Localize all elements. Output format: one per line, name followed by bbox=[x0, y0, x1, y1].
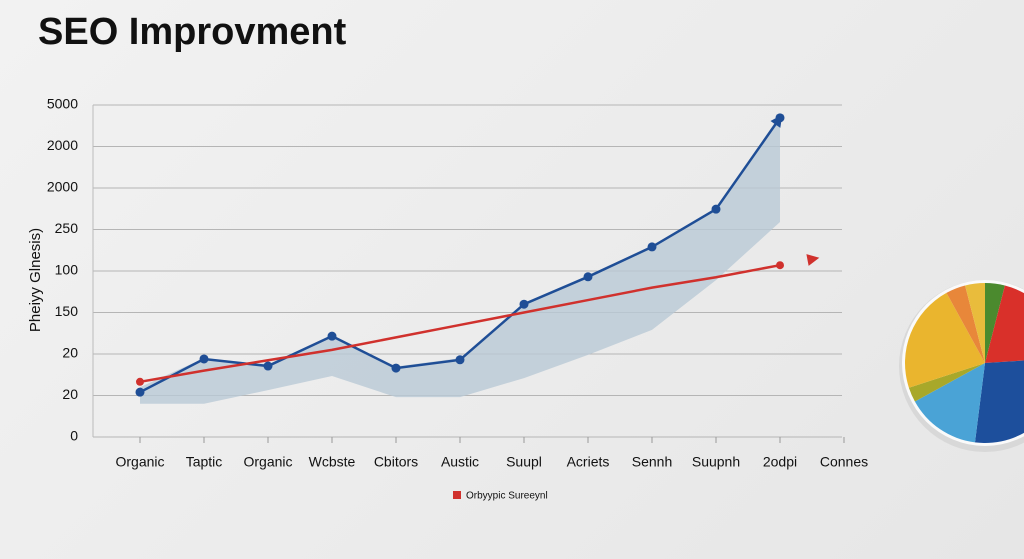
pie-slice bbox=[946, 285, 985, 363]
pie-slice bbox=[914, 363, 985, 443]
band-area bbox=[140, 114, 780, 404]
x-tick-label: Cbitors bbox=[374, 454, 418, 470]
y-tick-label: 250 bbox=[55, 220, 79, 236]
series-point bbox=[327, 331, 337, 341]
pie-slice bbox=[908, 363, 985, 402]
pie-slice bbox=[985, 282, 1005, 363]
series-point bbox=[583, 272, 593, 282]
x-tick-label: Organic bbox=[243, 454, 292, 470]
x-tick-label: Suupnh bbox=[692, 454, 740, 470]
chart-title: SEO Improvment bbox=[38, 11, 347, 53]
series-point bbox=[455, 355, 465, 365]
y-tick-label: 20 bbox=[62, 386, 78, 402]
legend-label: Orbyypic Sureeynl bbox=[466, 491, 548, 502]
x-tick-label: Sennh bbox=[632, 454, 672, 470]
series-point bbox=[519, 299, 529, 309]
y-tick-label: 100 bbox=[55, 262, 79, 278]
x-tick-label: Connes bbox=[820, 454, 868, 470]
x-tick-label: Austic bbox=[441, 454, 479, 470]
series-point bbox=[199, 354, 209, 364]
pie-slice bbox=[905, 292, 985, 388]
pie-slice bbox=[974, 360, 1024, 443]
arrow-head bbox=[770, 114, 783, 128]
x-tick-label: Organic bbox=[115, 454, 164, 470]
y-tick-label: 2000 bbox=[47, 137, 78, 153]
y-tick-label: 2000 bbox=[47, 179, 78, 195]
y-tick-label: 0 bbox=[70, 428, 78, 444]
series-point bbox=[647, 242, 657, 252]
series-point bbox=[391, 363, 401, 373]
series-point bbox=[135, 387, 145, 397]
x-tick-label: 2odpi bbox=[763, 454, 797, 470]
arrow-head bbox=[806, 254, 820, 266]
series-point bbox=[136, 377, 144, 386]
x-tick-label: Acriets bbox=[567, 454, 610, 470]
series-point bbox=[776, 261, 784, 270]
legend-swatch bbox=[453, 491, 461, 499]
y-tick-label: 150 bbox=[55, 303, 79, 319]
series-point bbox=[263, 361, 273, 371]
x-tick-label: Taptic bbox=[186, 454, 223, 470]
pie-slice bbox=[985, 285, 1024, 363]
series-line bbox=[139, 263, 781, 384]
y-tick-label: 5000 bbox=[47, 96, 78, 112]
series-point bbox=[711, 204, 721, 214]
x-tick-label: Suupl bbox=[506, 454, 542, 470]
pie-slice bbox=[965, 283, 985, 363]
x-tick-label: Wcbste bbox=[309, 454, 356, 470]
y-tick-label: 20 bbox=[62, 345, 78, 361]
y-axis-label: Pheiyy Glnesis) bbox=[27, 228, 44, 332]
